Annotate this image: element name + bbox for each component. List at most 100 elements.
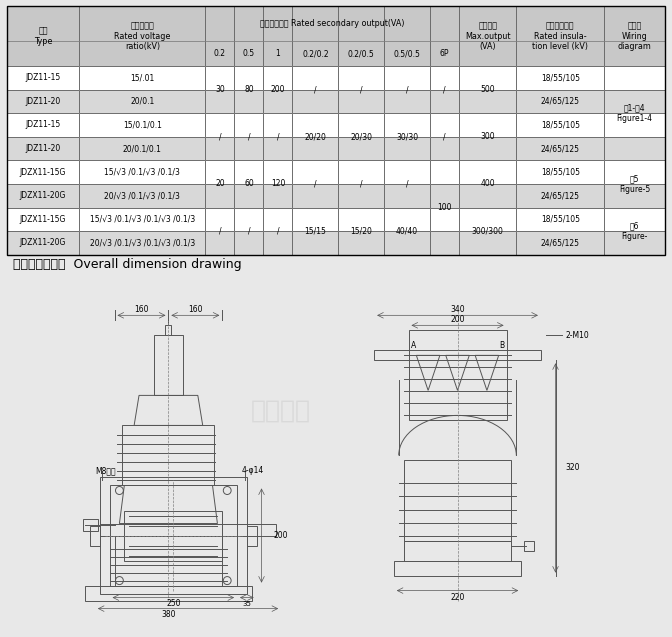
Bar xyxy=(7,161,79,184)
Bar xyxy=(292,231,338,255)
Bar xyxy=(79,161,206,184)
Bar xyxy=(604,208,665,231)
Text: 外形及安装尺寸  Overall dimension drawing: 外形及安装尺寸 Overall dimension drawing xyxy=(13,258,242,271)
Bar xyxy=(100,524,276,536)
Text: 接线图
Wiring
diagram: 接线图 Wiring diagram xyxy=(618,21,652,51)
Bar xyxy=(206,231,235,255)
Bar xyxy=(384,231,430,255)
Text: 20/√3 /0.1/√3 /0.1/3: 20/√3 /0.1/√3 /0.1/3 xyxy=(104,191,180,200)
Text: 15/√3 /0.1/√3 /0.1/√3 /0.1/3: 15/√3 /0.1/√3 /0.1/√3 /0.1/3 xyxy=(89,215,195,224)
Text: M8接地: M8接地 xyxy=(95,466,116,475)
Bar xyxy=(384,184,430,208)
Bar xyxy=(206,90,235,113)
Text: 15/√3 /0.1/√3 /0.1/3: 15/√3 /0.1/√3 /0.1/3 xyxy=(104,168,180,176)
Bar xyxy=(7,113,79,137)
Bar xyxy=(292,184,338,208)
Text: 20: 20 xyxy=(215,180,224,189)
Bar xyxy=(430,90,459,113)
Bar xyxy=(459,231,516,255)
Bar xyxy=(384,90,430,113)
Bar xyxy=(79,208,206,231)
Bar xyxy=(459,137,516,161)
Bar xyxy=(206,184,235,208)
Bar xyxy=(7,66,79,90)
Bar xyxy=(430,184,459,208)
Text: 30: 30 xyxy=(215,85,224,94)
Text: 60: 60 xyxy=(244,180,254,189)
Bar xyxy=(516,137,604,161)
Bar xyxy=(7,113,79,137)
Bar xyxy=(79,113,206,137)
Bar xyxy=(604,184,665,208)
Bar xyxy=(206,184,235,208)
Bar xyxy=(604,137,665,161)
Text: 20/0.1/0.1: 20/0.1/0.1 xyxy=(123,144,162,153)
Bar xyxy=(430,66,459,90)
Text: /: / xyxy=(247,227,250,236)
Bar xyxy=(404,461,511,541)
Bar xyxy=(292,184,338,208)
Bar xyxy=(459,6,516,66)
Text: /: / xyxy=(443,132,446,141)
Text: /: / xyxy=(277,132,280,141)
Bar xyxy=(292,6,338,66)
Bar xyxy=(247,526,257,545)
Text: 30/30: 30/30 xyxy=(396,132,418,141)
Bar xyxy=(263,137,292,161)
Bar xyxy=(338,90,384,113)
Bar xyxy=(263,113,292,137)
Text: 24/65/125: 24/65/125 xyxy=(541,238,580,248)
Bar xyxy=(235,208,263,231)
Bar xyxy=(7,208,79,231)
Bar xyxy=(430,6,459,41)
Bar xyxy=(384,231,430,255)
Bar xyxy=(110,485,237,585)
Bar xyxy=(516,90,604,113)
Bar xyxy=(85,585,252,601)
Bar xyxy=(292,137,338,161)
Bar xyxy=(384,41,430,66)
Bar xyxy=(516,90,604,113)
Text: JDZ11-15: JDZ11-15 xyxy=(26,120,60,129)
Text: 220: 220 xyxy=(450,593,465,602)
Text: 20/30: 20/30 xyxy=(350,132,372,141)
Bar xyxy=(7,231,79,255)
Text: /: / xyxy=(406,180,409,189)
Text: JDZX11-20G: JDZX11-20G xyxy=(19,238,67,248)
Bar xyxy=(459,161,516,184)
Text: 200: 200 xyxy=(271,85,285,94)
Bar xyxy=(338,231,384,255)
Bar xyxy=(165,326,171,335)
Bar xyxy=(206,161,235,184)
Bar xyxy=(604,161,665,184)
Text: 图5
Figure-5: 图5 Figure-5 xyxy=(619,175,650,194)
Bar xyxy=(7,208,79,231)
Text: 500: 500 xyxy=(480,85,495,94)
Bar xyxy=(604,6,665,41)
Bar xyxy=(292,90,338,113)
Bar xyxy=(206,231,235,255)
Bar xyxy=(430,161,459,184)
Bar xyxy=(430,90,459,113)
Bar xyxy=(263,90,292,113)
Bar xyxy=(604,184,665,208)
Bar xyxy=(604,90,665,113)
Bar xyxy=(459,231,516,255)
Bar xyxy=(384,161,430,184)
Bar xyxy=(338,161,384,184)
Text: /: / xyxy=(218,227,221,236)
Bar xyxy=(459,184,516,208)
Bar xyxy=(430,113,459,137)
Bar xyxy=(206,208,235,231)
Bar xyxy=(7,66,79,90)
Bar xyxy=(235,90,263,113)
Bar xyxy=(7,90,79,113)
Bar xyxy=(263,184,292,208)
Bar xyxy=(384,161,430,184)
Bar xyxy=(7,90,79,113)
Bar xyxy=(79,137,206,161)
Text: 160: 160 xyxy=(134,305,149,314)
Bar xyxy=(292,90,338,113)
Bar xyxy=(604,113,665,137)
Bar xyxy=(206,137,235,161)
